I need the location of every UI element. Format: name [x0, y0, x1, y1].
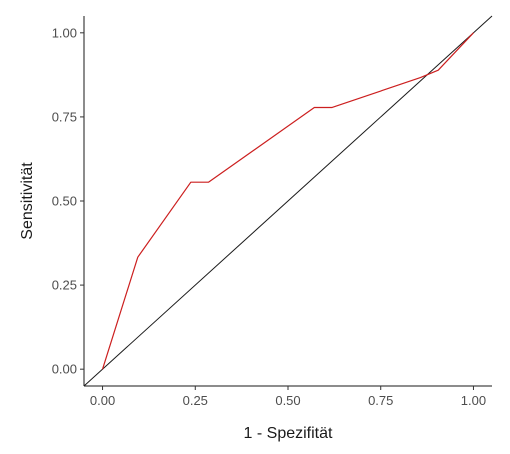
y-axis-title: Sensitivität [19, 162, 36, 240]
roc-curve-line [101, 32, 474, 370]
y-tick-label: 0.75 [52, 109, 77, 124]
y-tick-label: 0.25 [52, 278, 77, 293]
y-axis-ticks: 0.00 0.25 0.50 0.75 1.00 [52, 25, 84, 377]
y-tick-label: 0.50 [52, 194, 77, 209]
x-tick-label: 0.00 [90, 393, 115, 408]
x-axis-ticks: 0.00 0.25 0.50 0.75 1.00 [90, 386, 486, 408]
plot-area [83, 15, 493, 387]
y-tick-label: 0.00 [52, 362, 77, 377]
x-tick-label: 1.00 [461, 393, 486, 408]
reference-diagonal-line [83, 15, 493, 387]
x-axis-title: 1 - Spezifität [244, 425, 333, 442]
y-tick-label: 1.00 [52, 25, 77, 40]
x-tick-label: 0.75 [368, 393, 393, 408]
x-tick-label: 0.50 [275, 393, 300, 408]
x-tick-label: 0.25 [183, 393, 208, 408]
